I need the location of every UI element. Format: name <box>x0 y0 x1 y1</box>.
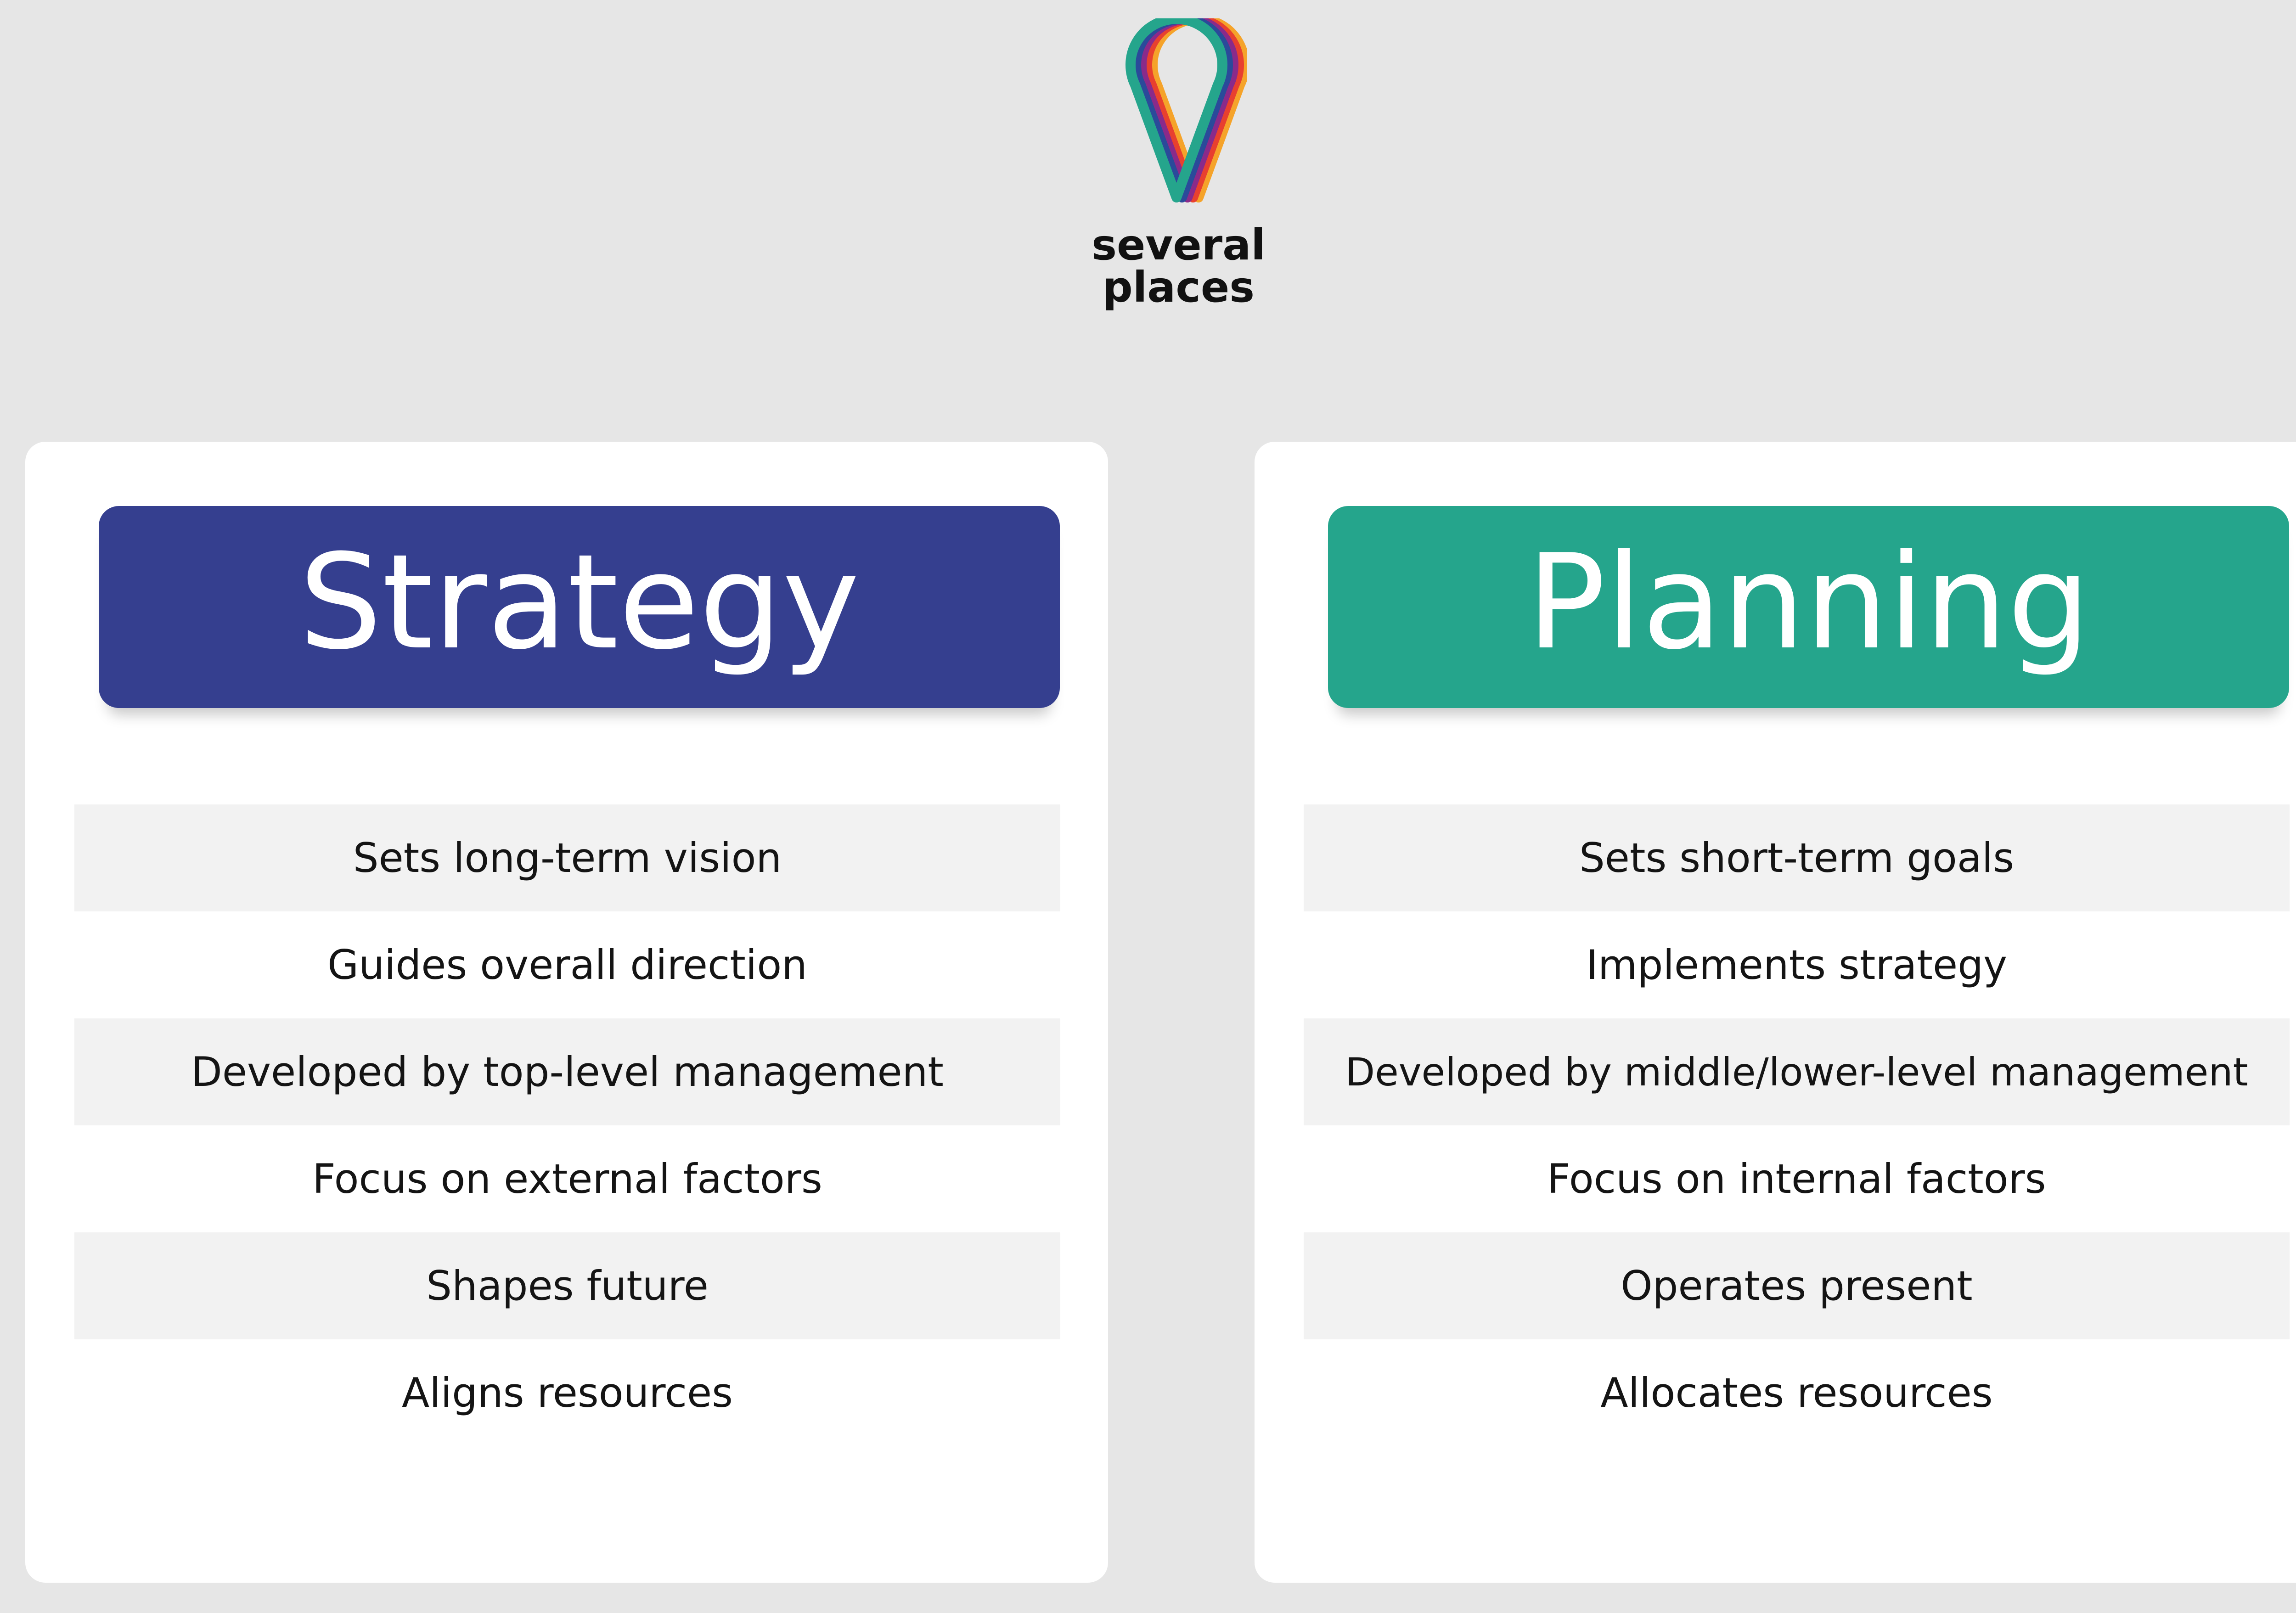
strategy-header: Strategy <box>99 506 1060 708</box>
strategy-list: Sets long-term vision Guides overall dir… <box>74 804 1060 1446</box>
list-item: Focus on internal factors <box>1547 1155 2046 1203</box>
logo-line-2: places <box>1102 263 1255 312</box>
list-item: Developed by middle/lower-level manageme… <box>1304 1018 2290 1125</box>
planning-title: Planning <box>1526 526 2091 679</box>
strategy-title: Strategy <box>298 526 860 679</box>
location-pin-icon <box>1125 18 1247 202</box>
planning-card: Planning Sets short-term goals Implement… <box>1255 442 2296 1583</box>
list-item: Implements strategy <box>1586 941 2008 989</box>
list-item: Sets long-term vision <box>74 804 1060 911</box>
list-item: Operates present <box>1304 1232 2290 1339</box>
planning-list: Sets short-term goals Implements strateg… <box>1304 804 2290 1446</box>
list-item: Allocates resources <box>1600 1369 1993 1416</box>
list-item: Sets short-term goals <box>1304 804 2290 911</box>
logo-wordmark: several places <box>0 224 2296 309</box>
strategy-card: Strategy Sets long-term vision Guides ov… <box>25 442 1108 1583</box>
planning-header: Planning <box>1328 506 2289 708</box>
list-item: Guides overall direction <box>327 941 807 989</box>
list-item: Developed by top-level management <box>74 1018 1060 1125</box>
list-item: Focus on external factors <box>312 1155 822 1203</box>
logo-line-1: several <box>1092 220 1266 270</box>
list-item: Shapes future <box>74 1232 1060 1339</box>
list-item: Aligns resources <box>401 1369 733 1416</box>
